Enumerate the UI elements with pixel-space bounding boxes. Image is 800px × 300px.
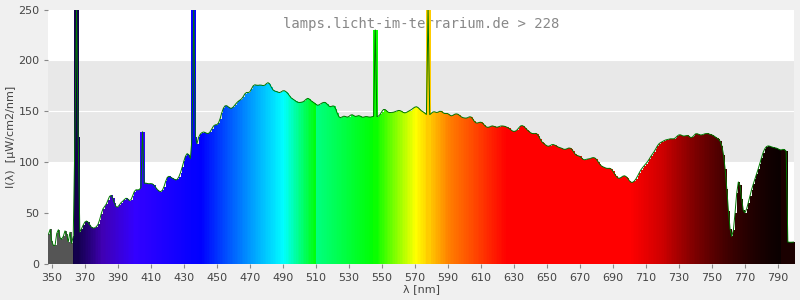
Y-axis label: I(λ)  [µW/cm2/nm]: I(λ) [µW/cm2/nm] (6, 86, 15, 188)
Text: lamps.licht-im-terrarium.de > 228: lamps.licht-im-terrarium.de > 228 (283, 17, 560, 31)
Bar (49, 61, 794, 162)
X-axis label: λ [nm]: λ [nm] (403, 284, 440, 294)
